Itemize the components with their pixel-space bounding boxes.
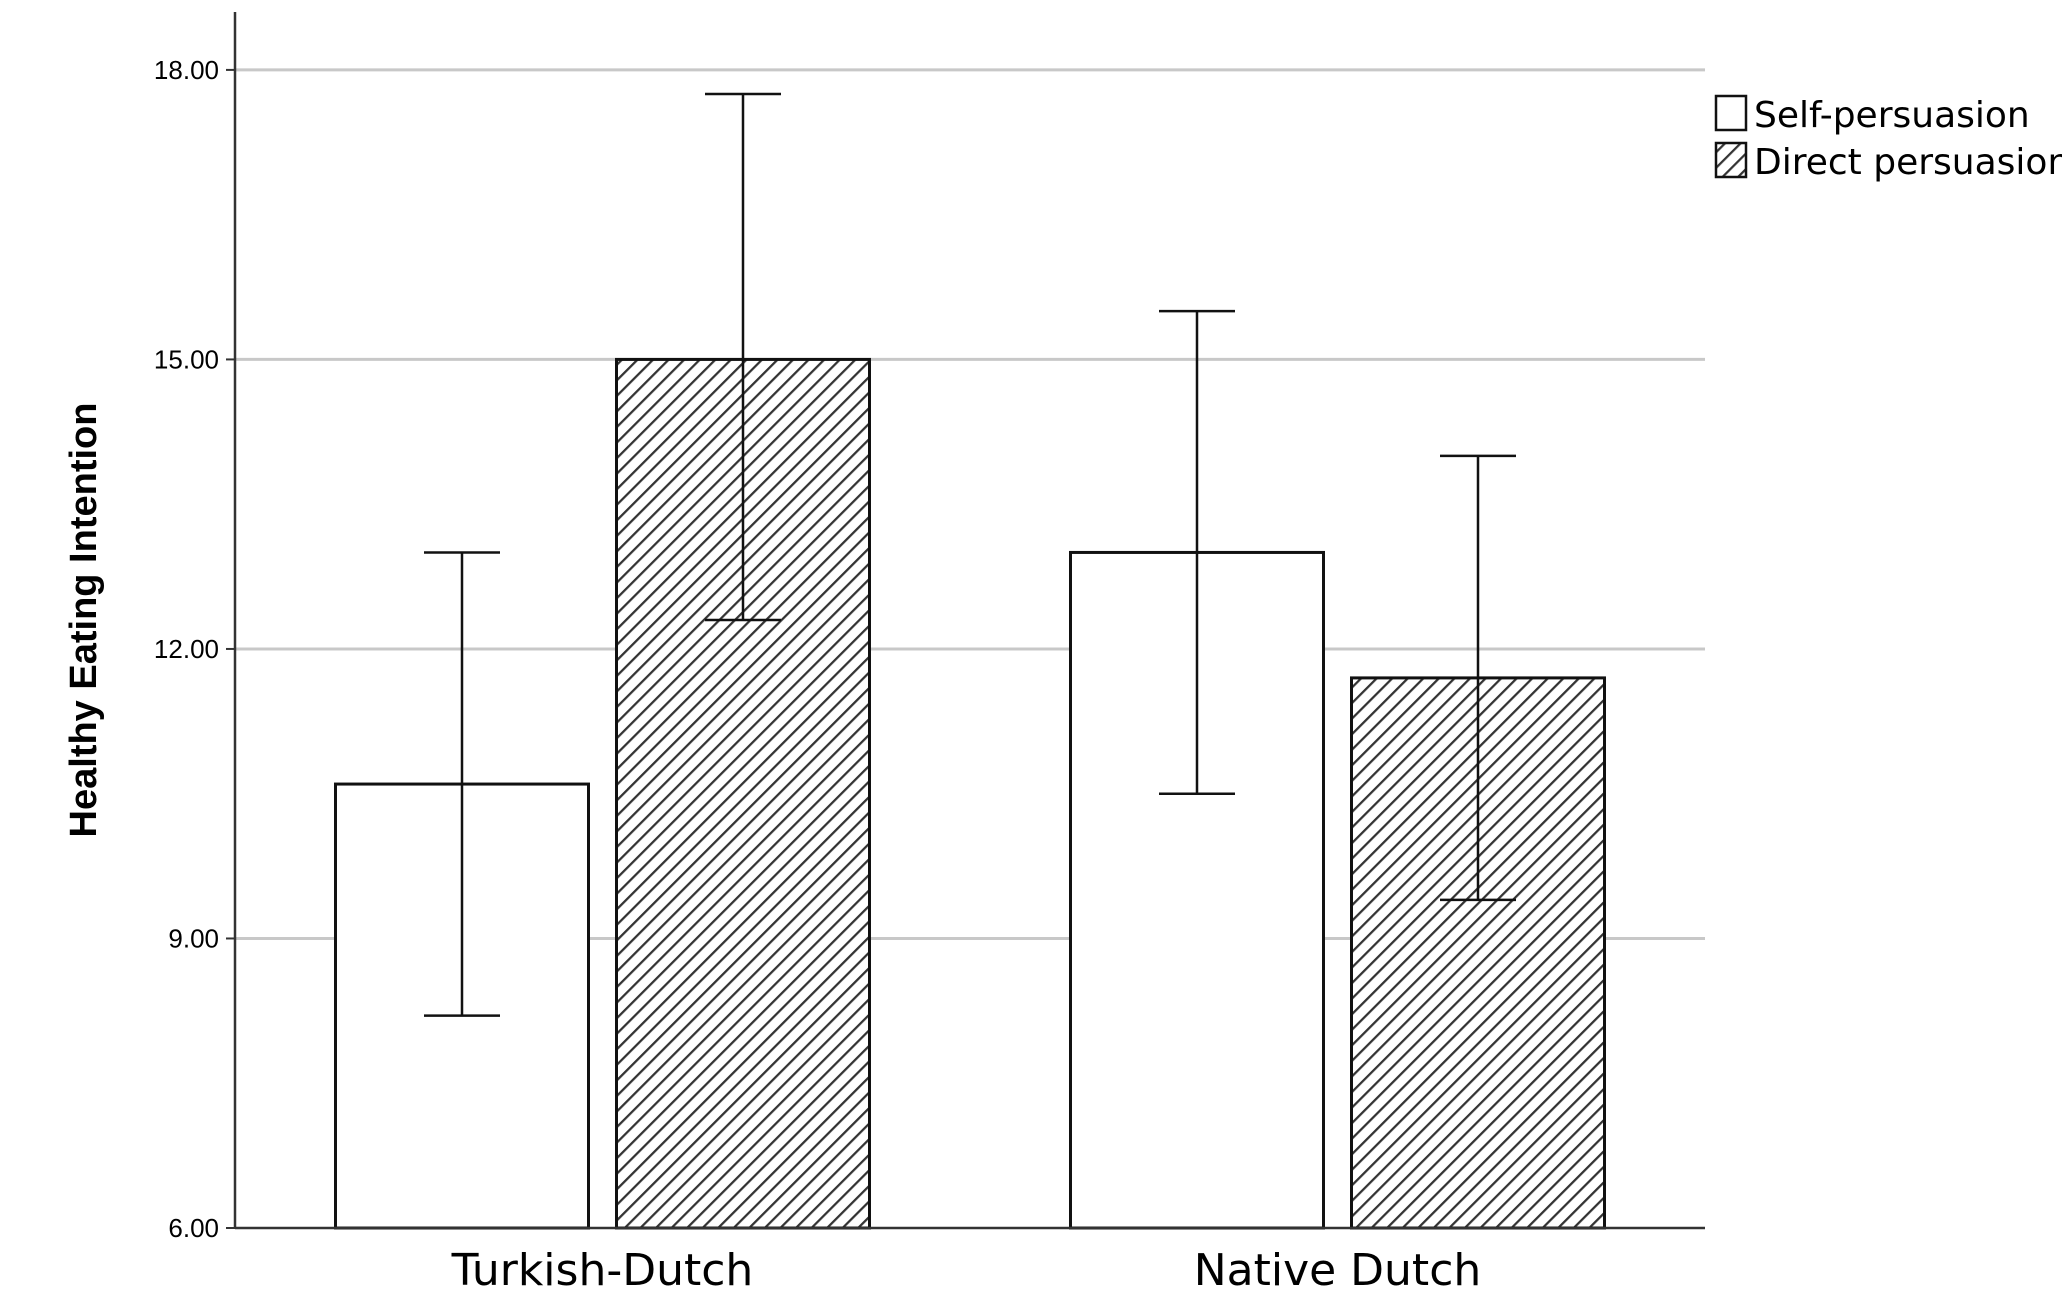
error-bars	[424, 92, 1516, 1017]
y-tick-label: 9.00	[168, 923, 219, 953]
y-axis-label: Healthy Eating Intention	[63, 403, 105, 838]
y-axis-ticks: 6.00 9.00 12.00 15.00 18.00	[154, 55, 235, 1243]
legend-swatch-direct-persuasion	[1714, 141, 1748, 179]
x-category-label: Native Dutch	[1194, 1245, 1482, 1296]
axes	[233, 12, 1705, 1230]
x-axis-categories: Turkish-Dutch Native Dutch	[451, 1245, 1482, 1296]
y-tick-label: 18.00	[154, 55, 219, 85]
y-tick-label: 15.00	[154, 344, 219, 374]
bars	[334, 357, 1606, 1230]
legend-label-self-persuasion: Self-persuasion	[1754, 95, 2030, 136]
legend-label-direct-persuasion: Direct persuasion	[1754, 142, 2062, 183]
x-category-label: Turkish-Dutch	[451, 1245, 754, 1296]
legend-swatch-self-persuasion	[1714, 94, 1748, 132]
legend: Self-persuasion Direct persuasion	[1714, 94, 2062, 183]
y-tick-label: 6.00	[168, 1213, 219, 1243]
y-tick-label: 12.00	[154, 634, 219, 664]
